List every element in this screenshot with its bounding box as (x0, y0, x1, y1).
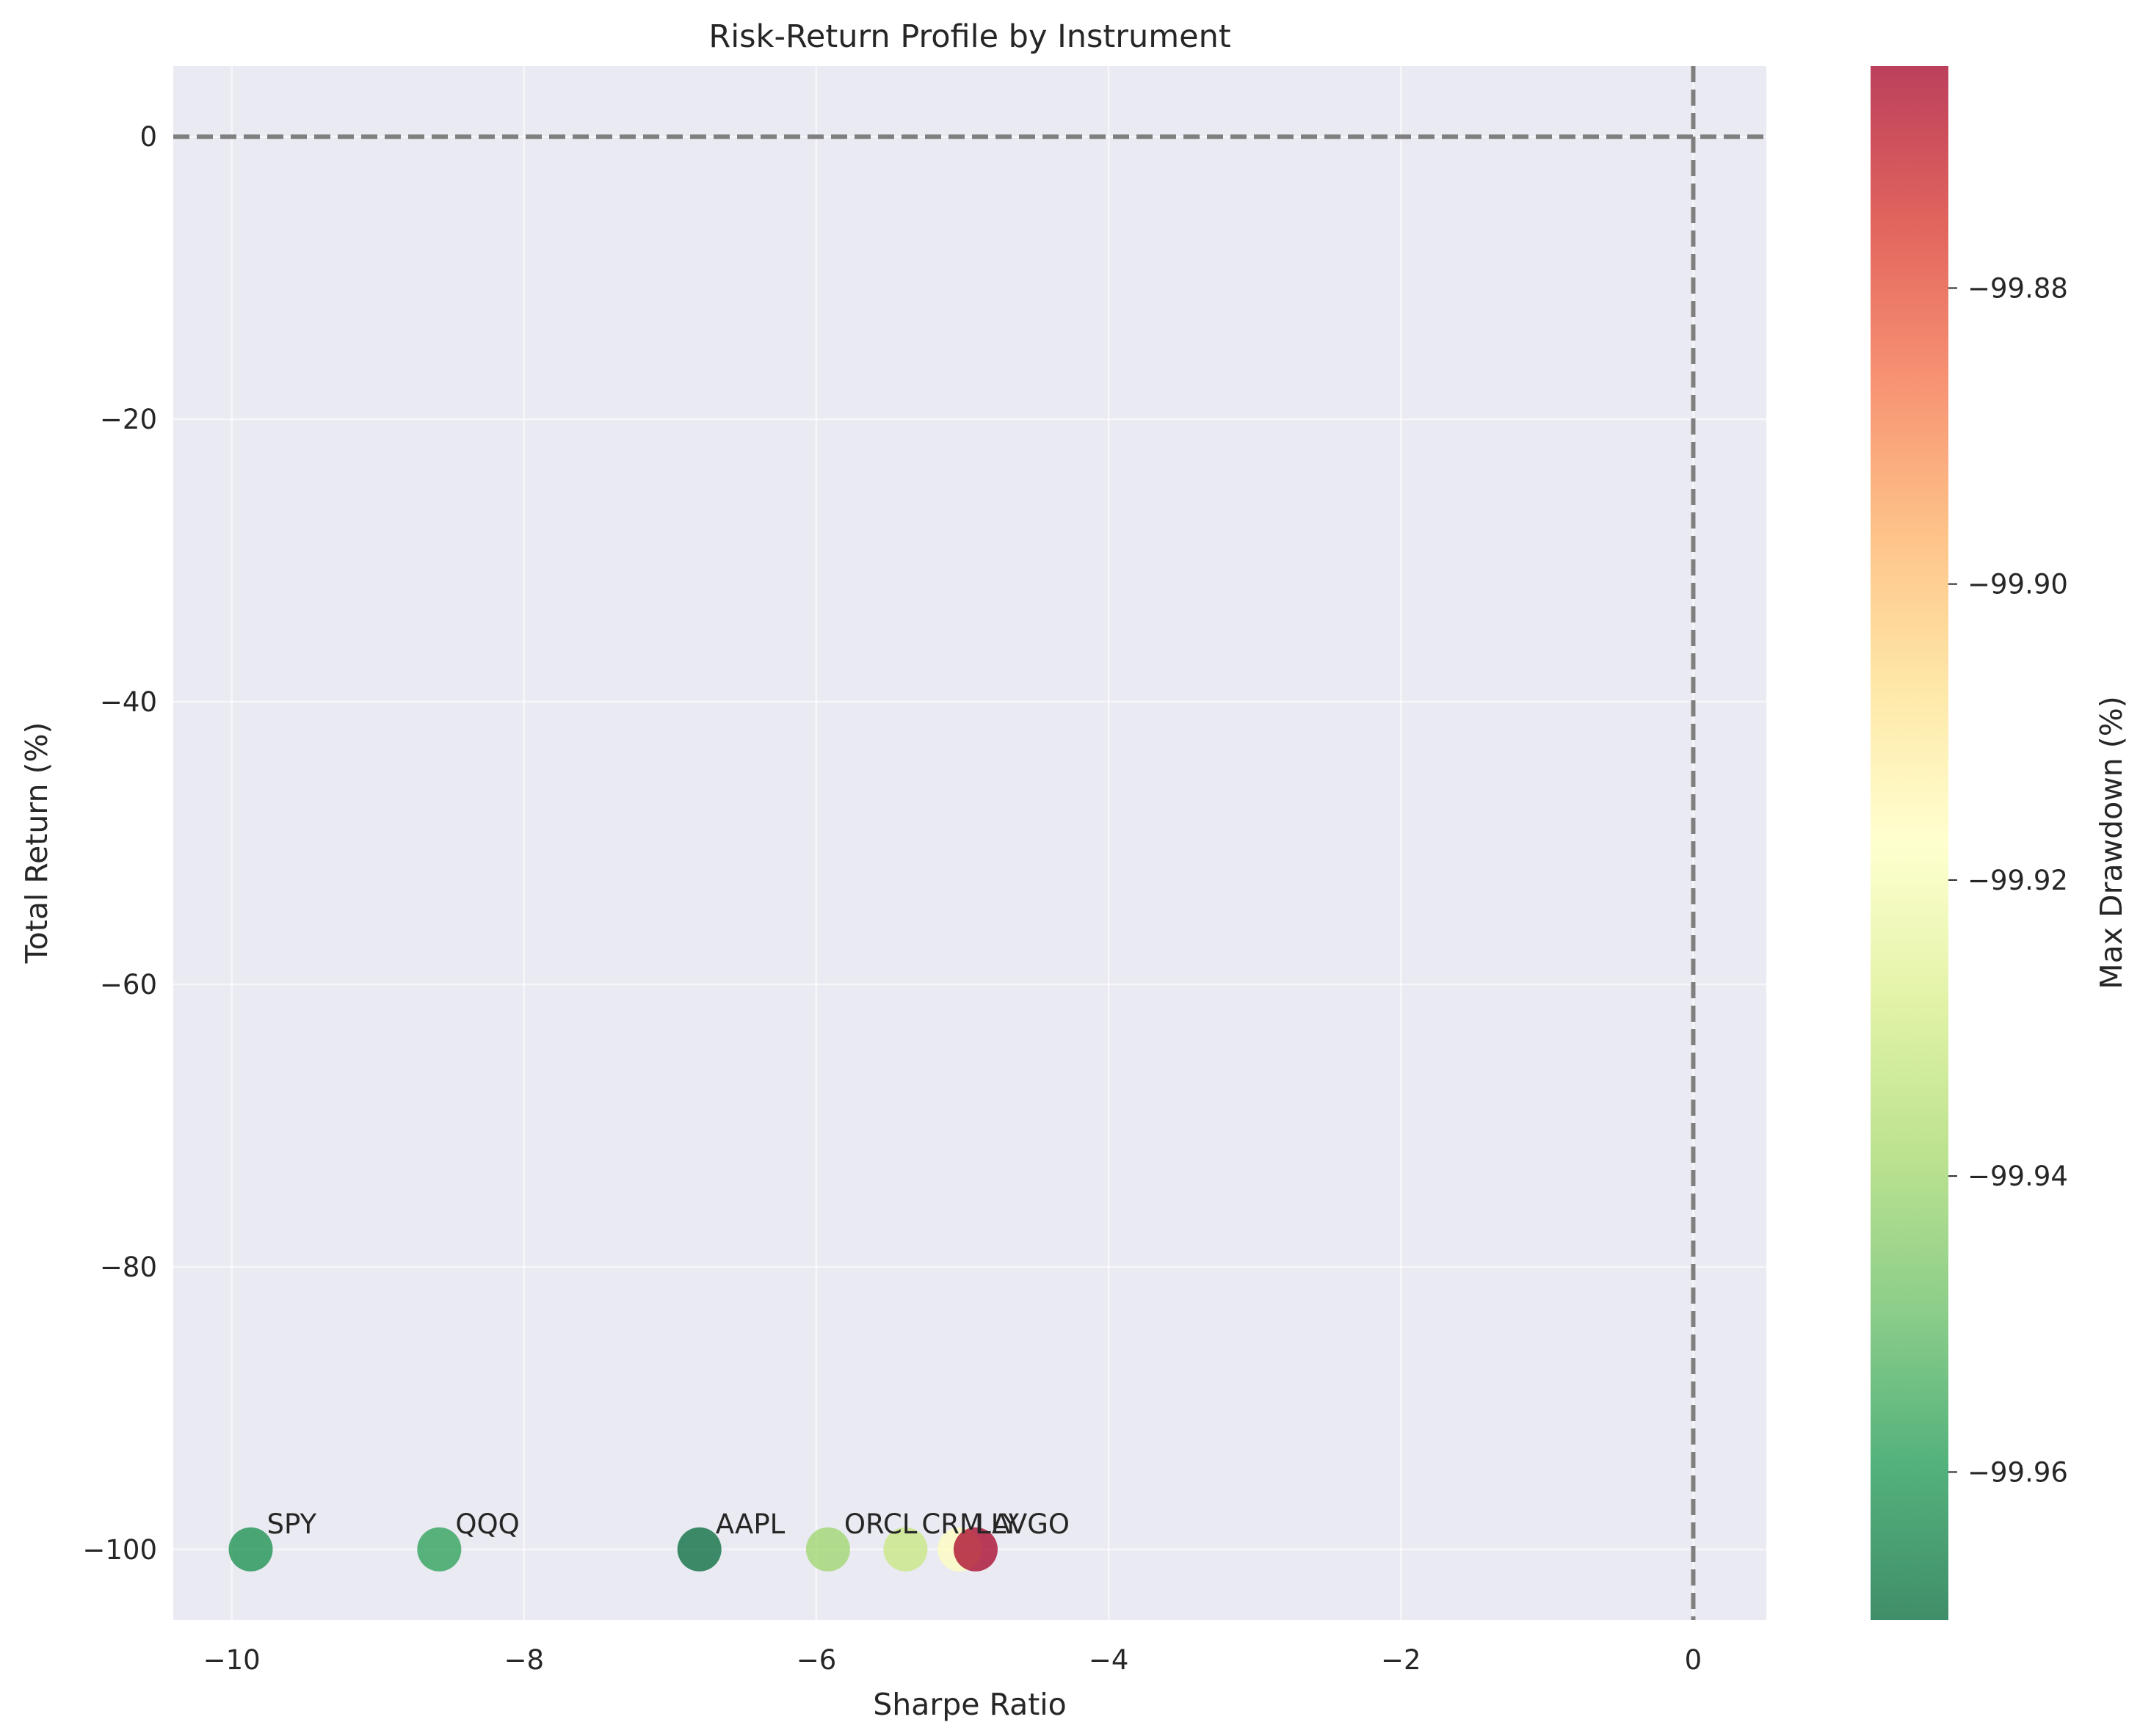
x-axis-ticks: −10 −8 −6 −4 −2 0 (203, 1644, 1702, 1676)
x-tick-label: −8 (504, 1644, 545, 1676)
y-tick-label: −100 (82, 1534, 157, 1566)
point-label: QQQ (455, 1508, 519, 1540)
scatter-point (805, 1527, 850, 1572)
colorbar-label: Max Drawdown (%) (2094, 696, 2129, 989)
y-axis-ticks: 0 −20 −40 −60 −80 −100 (82, 121, 157, 1566)
colorbar-tick-label: −99.94 (1967, 1161, 2068, 1192)
y-axis-label: Total Return (%) (19, 722, 54, 965)
plot-area (173, 66, 1766, 1620)
scatter-point (417, 1527, 462, 1572)
y-tick-label: 0 (139, 121, 157, 153)
point-label: SPY (267, 1508, 317, 1540)
scatter-point (677, 1527, 722, 1572)
reference-lines (173, 66, 1766, 1620)
point-label: ORCL (844, 1508, 918, 1540)
scatter-point (953, 1527, 998, 1572)
y-tick-label: −80 (100, 1252, 157, 1283)
y-tick-label: −60 (100, 969, 157, 1000)
scatter-point (228, 1527, 273, 1572)
point-label: CRM (921, 1508, 982, 1540)
scatter-points (228, 1527, 998, 1572)
y-tick-label: −40 (100, 686, 157, 718)
colorbar-tick-label: −99.90 (1967, 569, 2068, 600)
x-tick-label: −4 (1089, 1644, 1129, 1676)
colorbar (1871, 66, 1948, 1620)
x-tick-label: 0 (1685, 1644, 1702, 1676)
y-tick-label: −20 (100, 404, 157, 435)
colorbar-tick-label: −99.96 (1967, 1456, 2068, 1488)
colorbar-tick-label: −99.92 (1967, 865, 2068, 896)
chart-title: Risk-Return Profile by Instrument (708, 18, 1230, 55)
colorbar-tick-label: −99.88 (1967, 272, 2068, 304)
point-label: AAPL (716, 1508, 786, 1540)
point-label: AVGO (992, 1508, 1070, 1540)
point-label: LLY (976, 1508, 1019, 1540)
grid (173, 66, 1766, 1620)
colorbar-ticks: −99.88 −99.90 −99.92 −99.94 −99.96 (1948, 272, 2068, 1488)
x-tick-label: −2 (1381, 1644, 1421, 1676)
x-tick-label: −6 (797, 1644, 837, 1676)
x-tick-label: −10 (203, 1644, 261, 1676)
scatter-point (883, 1527, 928, 1572)
x-axis-label: Sharpe Ratio (873, 1687, 1067, 1722)
